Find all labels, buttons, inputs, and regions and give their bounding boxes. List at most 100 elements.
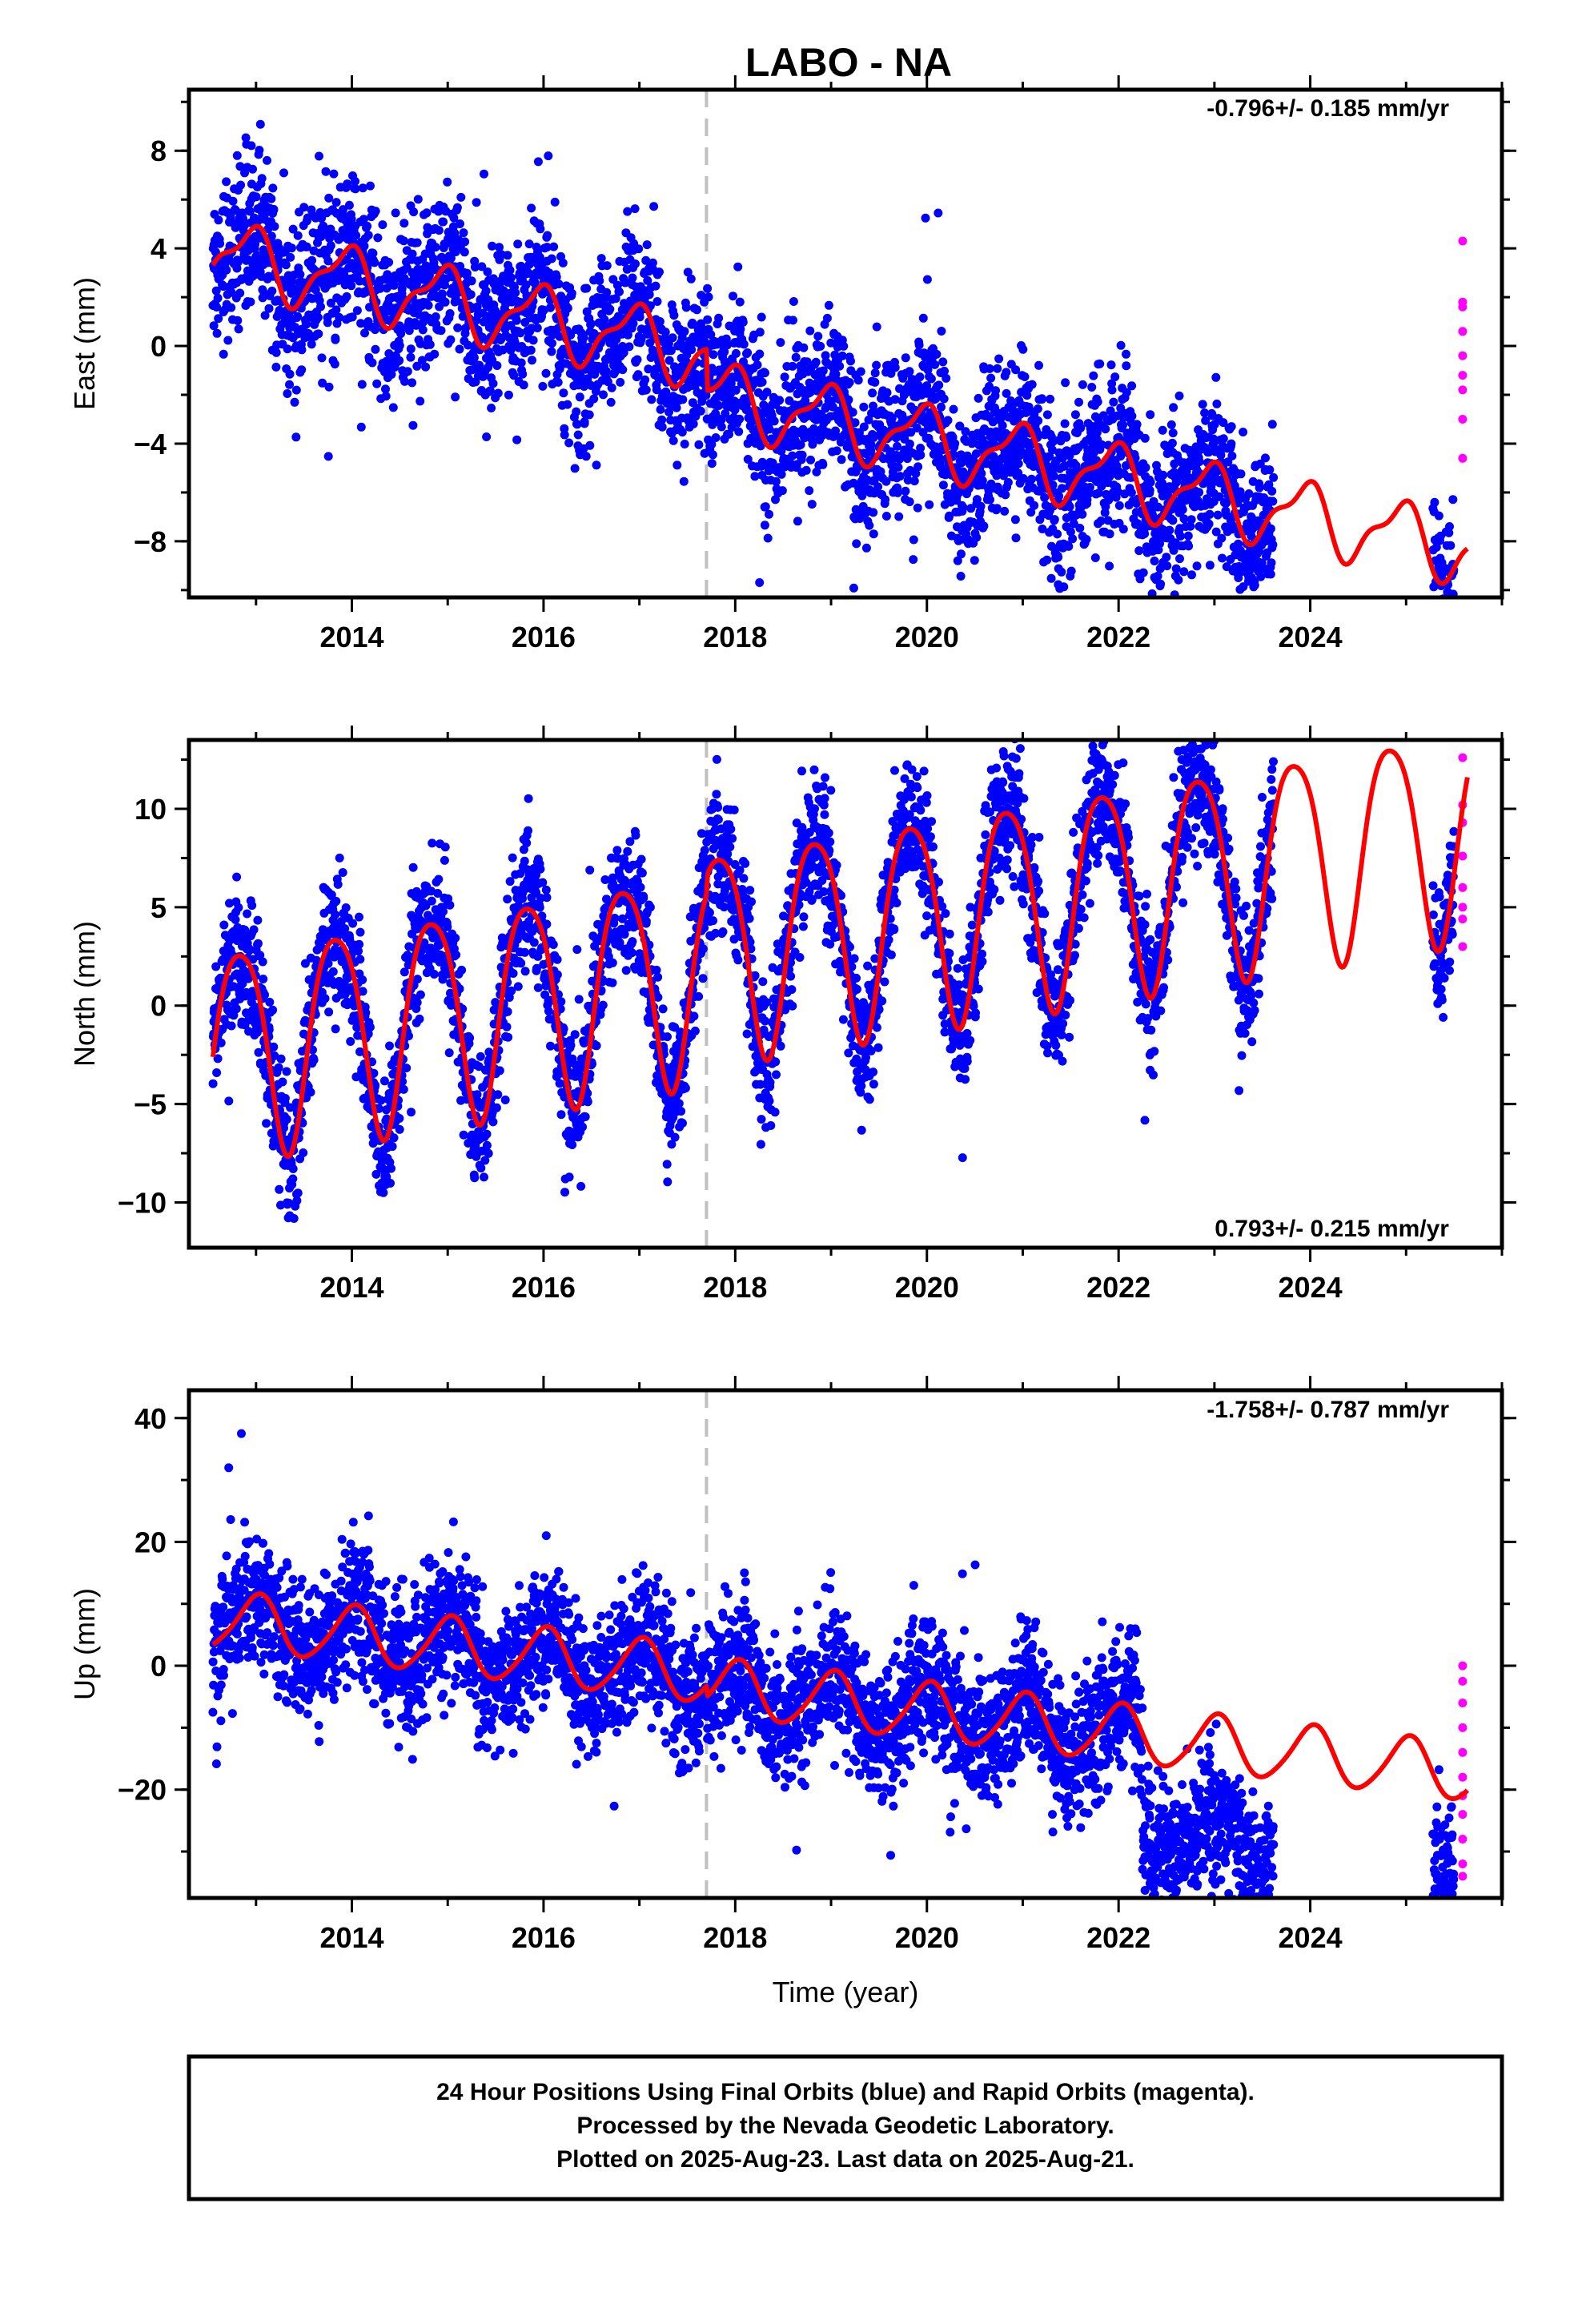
- final-point: [1176, 532, 1185, 541]
- final-point: [1444, 528, 1454, 537]
- final-point: [1078, 380, 1087, 389]
- final-point: [1174, 575, 1183, 585]
- final-point: [1441, 616, 1450, 625]
- final-point: [331, 1024, 340, 1034]
- final-point: [672, 403, 681, 412]
- final-point: [743, 348, 753, 357]
- final-point: [837, 351, 847, 360]
- final-point: [285, 380, 294, 389]
- final-point: [821, 351, 830, 360]
- final-point: [1058, 484, 1066, 493]
- final-point: [1266, 524, 1275, 533]
- final-point: [1057, 567, 1066, 577]
- final-point: [363, 221, 372, 231]
- final-point: [503, 895, 512, 904]
- final-point: [818, 460, 828, 469]
- final-point: [271, 348, 281, 357]
- final-point: [371, 344, 380, 354]
- final-point: [452, 203, 462, 212]
- final-point: [255, 951, 265, 960]
- final-point: [1034, 360, 1043, 370]
- final-point: [271, 362, 281, 372]
- final-point: [1446, 642, 1455, 651]
- final-point: [476, 1164, 486, 1173]
- final-point: [679, 476, 689, 486]
- final-point: [1446, 622, 1455, 631]
- final-point: [938, 480, 948, 490]
- final-point: [1014, 459, 1023, 468]
- final-point: [1070, 410, 1080, 420]
- final-point: [832, 446, 841, 456]
- final-point: [355, 939, 364, 949]
- final-point: [219, 349, 228, 359]
- final-point: [986, 495, 994, 505]
- final-point: [776, 338, 785, 348]
- final-point: [894, 455, 904, 464]
- final-point: [956, 572, 966, 581]
- final-point: [324, 382, 334, 392]
- final-point: [532, 324, 542, 332]
- final-point: [1430, 497, 1439, 507]
- final-point: [1219, 434, 1228, 444]
- final-point: [493, 1090, 503, 1100]
- final-point: [381, 392, 391, 401]
- final-point: [422, 208, 432, 218]
- final-point: [757, 312, 766, 322]
- final-point: [1018, 344, 1028, 354]
- final-point: [1141, 463, 1150, 472]
- final-point: [589, 394, 599, 404]
- final-point: [519, 380, 528, 390]
- final-point: [462, 268, 472, 278]
- final-point: [1267, 486, 1277, 496]
- final-point: [616, 377, 625, 387]
- final-point: [1122, 349, 1130, 359]
- final-point: [236, 180, 246, 190]
- final-point: [1040, 493, 1050, 502]
- final-point: [1087, 383, 1097, 392]
- final-point: [720, 347, 729, 356]
- final-point: [500, 1096, 510, 1104]
- final-point: [881, 512, 891, 521]
- rapid-point: [1458, 415, 1468, 424]
- final-point: [470, 1173, 480, 1183]
- final-point: [1116, 452, 1126, 461]
- final-point: [606, 397, 616, 407]
- final-point: [524, 239, 534, 249]
- final-point: [395, 356, 404, 365]
- final-point: [887, 413, 897, 423]
- final-point: [355, 927, 365, 937]
- final-point: [665, 408, 673, 416]
- final-point: [1126, 488, 1136, 497]
- final-point: [958, 503, 968, 513]
- final-point: [216, 1038, 226, 1047]
- final-point: [708, 420, 717, 429]
- final-point: [445, 900, 455, 910]
- final-point: [408, 862, 418, 872]
- final-point: [865, 521, 874, 530]
- final-point: [428, 838, 437, 848]
- final-point: [321, 167, 331, 176]
- final-point: [870, 377, 880, 387]
- final-point: [992, 504, 1002, 513]
- final-point: [611, 294, 620, 304]
- final-point: [812, 467, 821, 476]
- final-point: [566, 330, 576, 340]
- final-point: [668, 333, 677, 343]
- final-point: [231, 915, 240, 924]
- final-point: [1215, 492, 1224, 501]
- final-point: [677, 428, 687, 437]
- final-point: [444, 1048, 454, 1058]
- final-point: [291, 432, 301, 442]
- final-point: [1033, 404, 1042, 413]
- final-point: [1022, 391, 1032, 400]
- final-point: [282, 1115, 291, 1124]
- final-point: [666, 346, 676, 356]
- final-point: [1187, 570, 1196, 580]
- final-point: [755, 328, 765, 337]
- final-point: [469, 353, 479, 362]
- final-point: [837, 455, 846, 464]
- final-point: [451, 933, 460, 943]
- final-point: [270, 222, 279, 231]
- final-point: [1087, 422, 1097, 431]
- final-point: [440, 855, 449, 865]
